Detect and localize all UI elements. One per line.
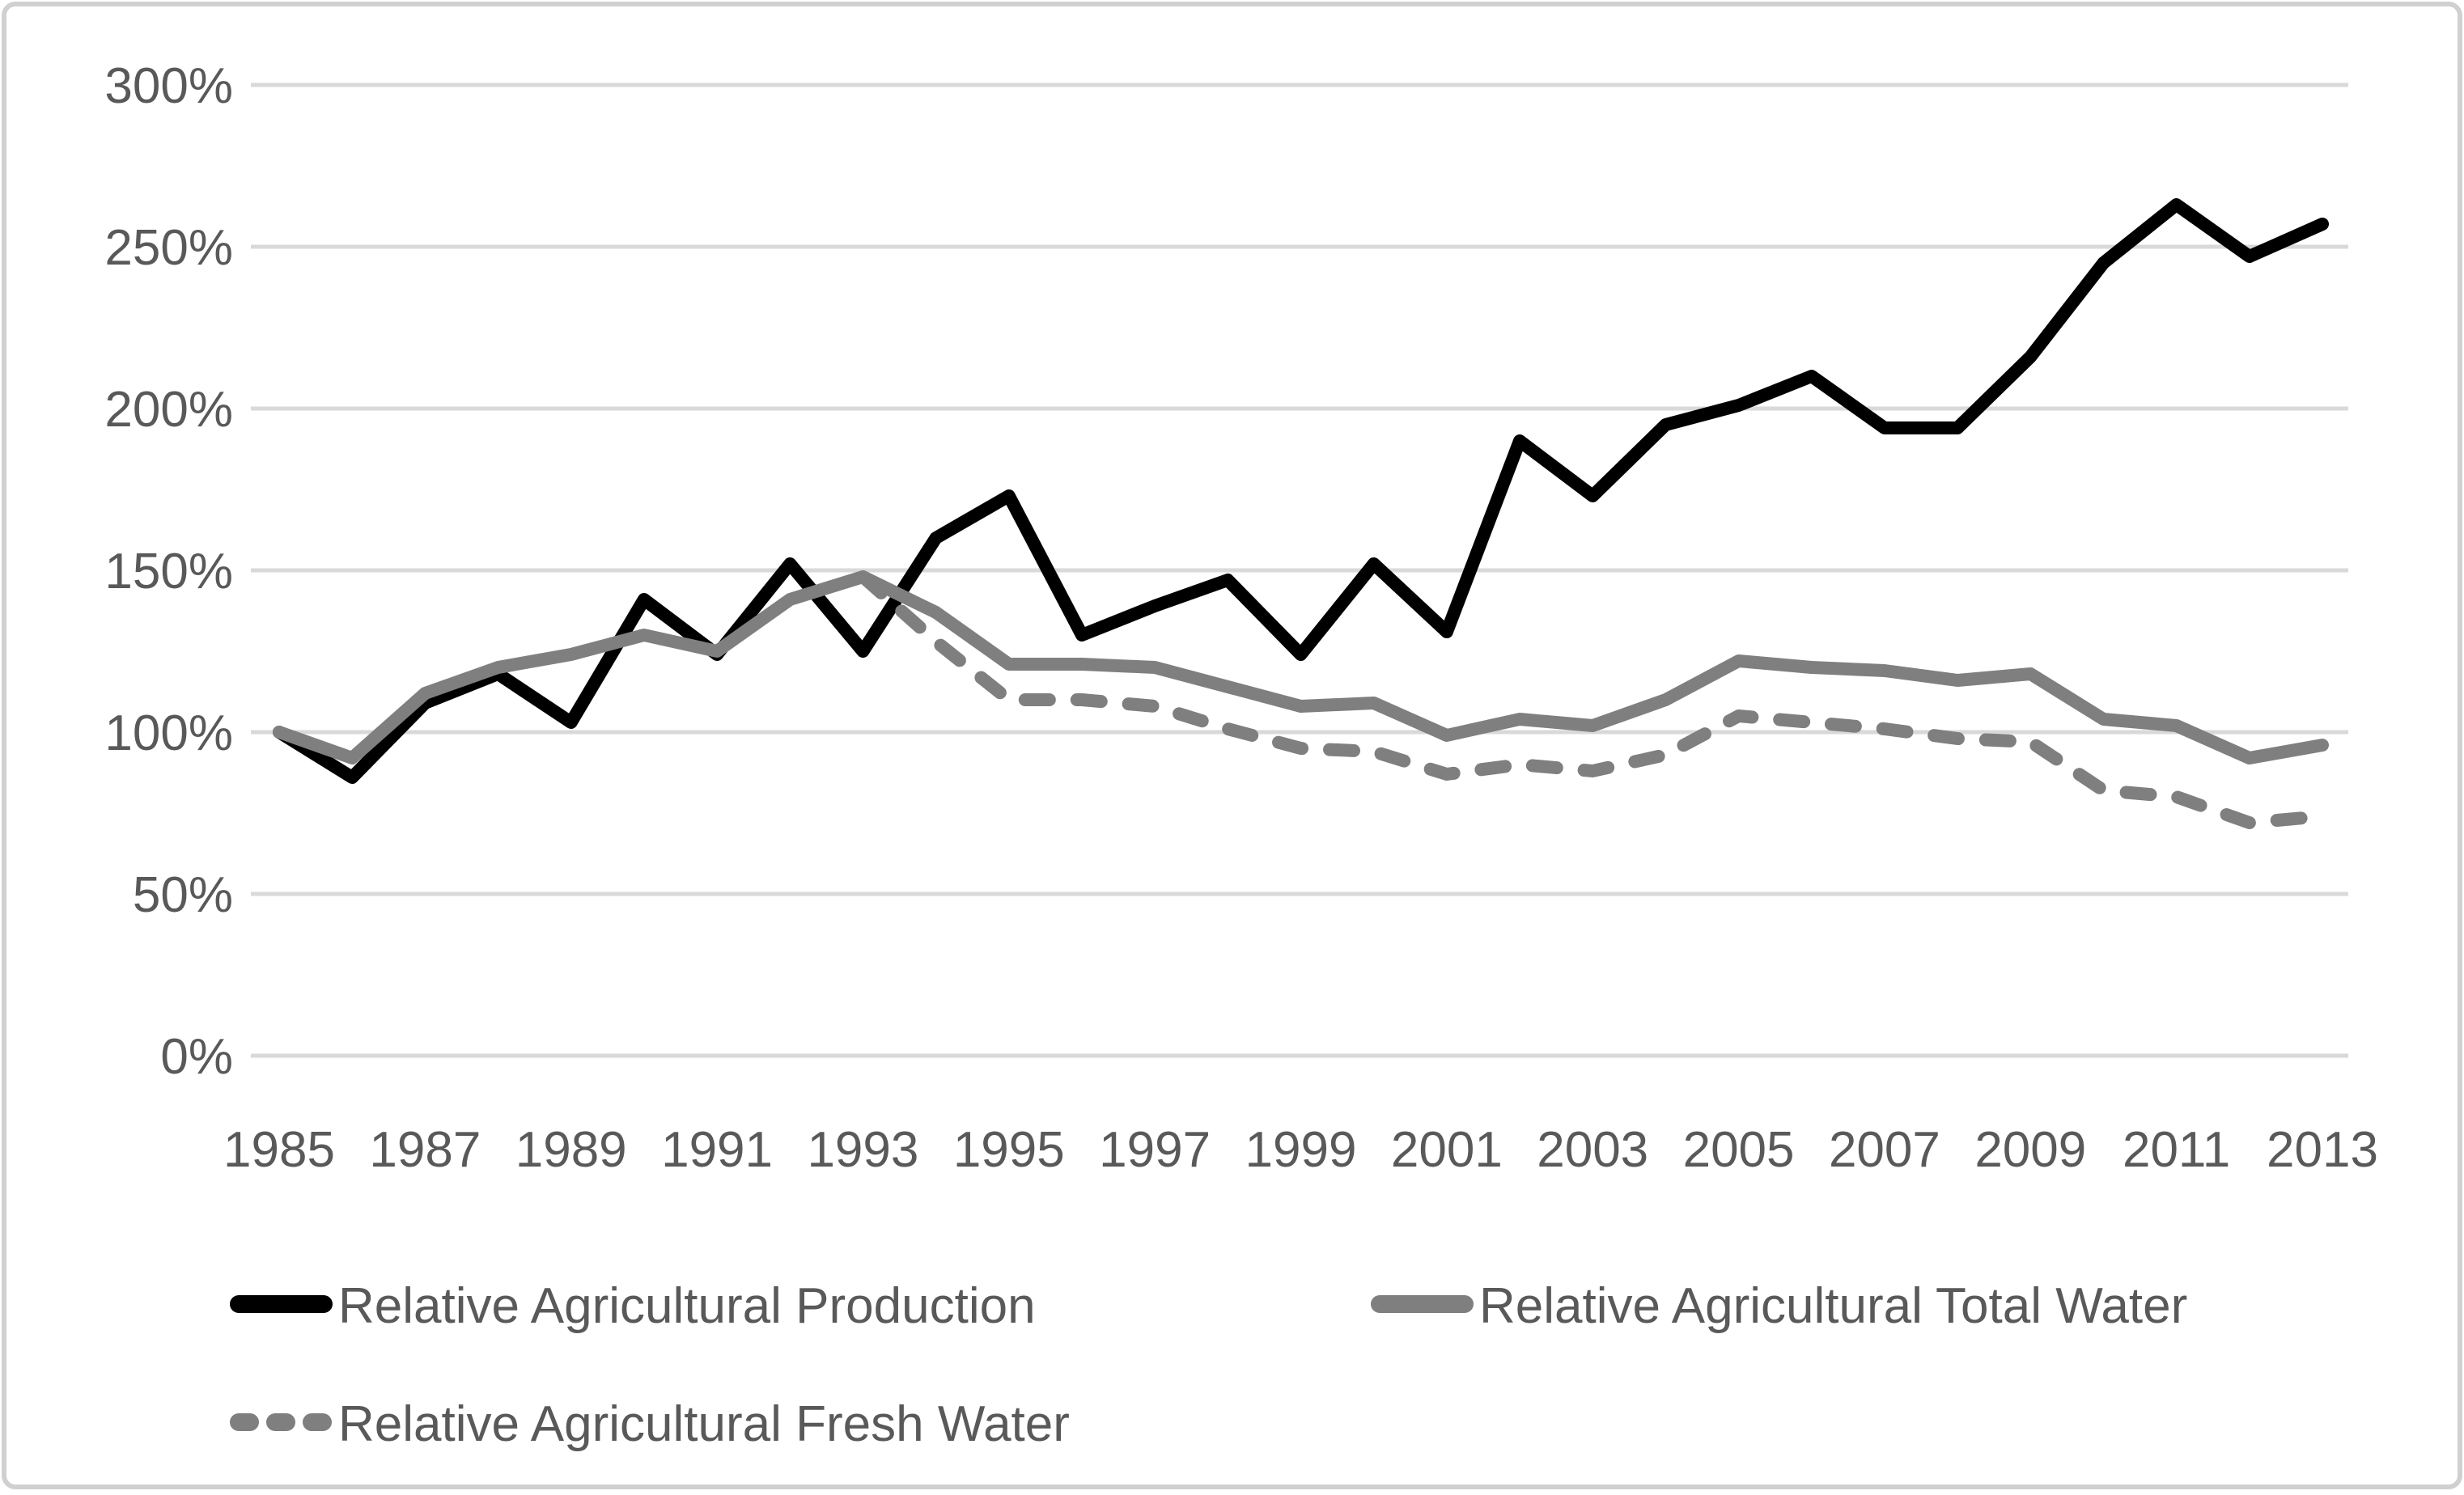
x-tick-label-2007: 2007 bbox=[1829, 1122, 1940, 1178]
relative-agricultural-fresh-water-dashed-line bbox=[856, 570, 2329, 829]
legend-item-fresh-water: Relative Agricultural Fresh Water bbox=[230, 1396, 1070, 1452]
x-tick-label-2003: 2003 bbox=[1537, 1122, 1648, 1178]
legend-label-fresh-water: Relative Agricultural Fresh Water bbox=[338, 1396, 1070, 1452]
relative-agricultural-total-water-line bbox=[273, 570, 2329, 764]
data-series-lines bbox=[273, 198, 2329, 829]
x-tick-label-2005: 2005 bbox=[1683, 1122, 1795, 1178]
x-tick-label-1997: 1997 bbox=[1099, 1122, 1211, 1178]
gridlines bbox=[251, 83, 2348, 1058]
y-tick-label-100%: 100% bbox=[104, 705, 233, 761]
x-tick-label-1991: 1991 bbox=[661, 1122, 773, 1178]
y-tick-label-200%: 200% bbox=[104, 382, 233, 438]
legend-label-production: Relative Agricultural Production bbox=[338, 1278, 1036, 1334]
x-axis-tick-labels: 1985 1987 1989 1991 1993 1995 1997 1999 2001 2003… bbox=[223, 1122, 2378, 1178]
y-tick-label-50%: 50% bbox=[133, 867, 233, 923]
x-tick-label-1989: 1989 bbox=[515, 1122, 627, 1178]
y-tick-label-250%: 250% bbox=[104, 220, 233, 276]
chart-legend: Relative Agricultural Production Relativ… bbox=[230, 1278, 2187, 1452]
x-tick-label-1993: 1993 bbox=[807, 1122, 918, 1178]
x-tick-label-1987: 1987 bbox=[369, 1122, 481, 1178]
x-tick-label-1995: 1995 bbox=[953, 1122, 1065, 1178]
y-tick-label-0%: 0% bbox=[160, 1029, 233, 1085]
y-tick-label-300%: 300% bbox=[104, 58, 233, 114]
legend-item-production: Relative Agricultural Production bbox=[230, 1278, 1036, 1334]
x-tick-label-2009: 2009 bbox=[1974, 1122, 2086, 1178]
x-tick-label-1999: 1999 bbox=[1245, 1122, 1357, 1178]
y-axis-tick-labels: 0% 50% 100% 150% 200% 250% 300% bbox=[104, 58, 233, 1085]
legend-item-total-water: Relative Agricultural Total Water bbox=[1371, 1278, 2187, 1334]
x-tick-label-2011: 2011 bbox=[2123, 1122, 2230, 1178]
legend-label-total-water: Relative Agricultural Total Water bbox=[1479, 1278, 2187, 1334]
y-tick-label-150%: 150% bbox=[104, 544, 233, 599]
x-tick-label-2013: 2013 bbox=[2267, 1122, 2378, 1178]
x-tick-label-2001: 2001 bbox=[1391, 1122, 1503, 1178]
x-tick-label-1985: 1985 bbox=[223, 1122, 335, 1178]
